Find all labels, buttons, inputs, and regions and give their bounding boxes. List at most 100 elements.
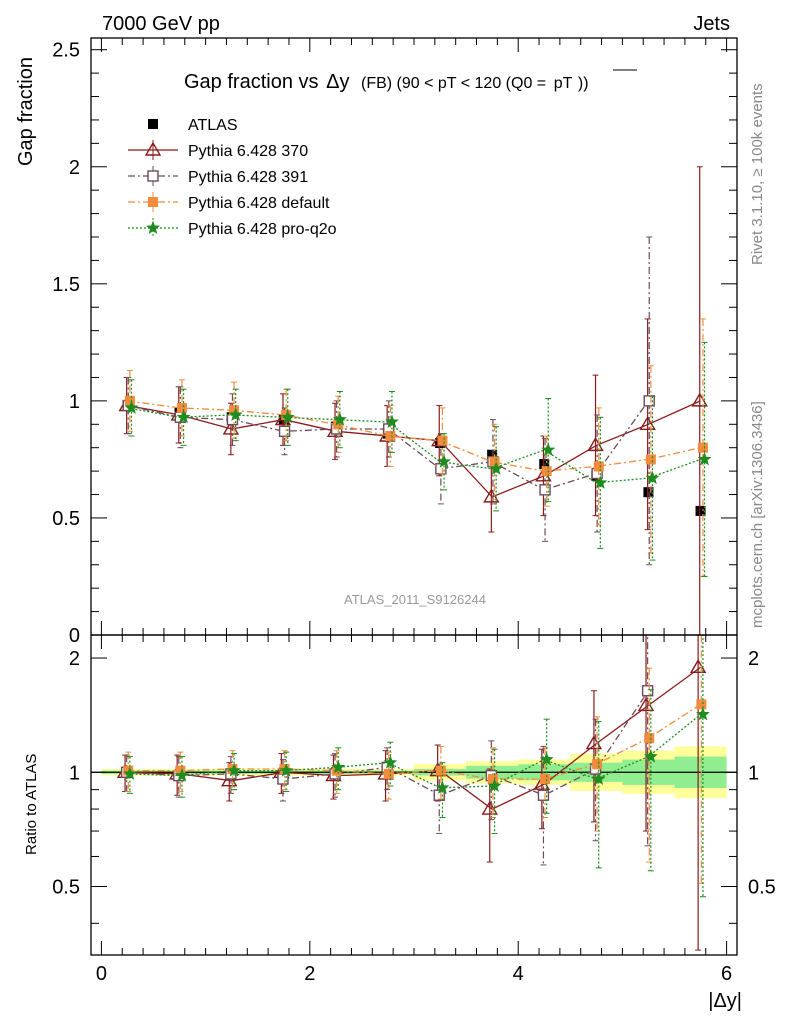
ratio-y-tick-label-left: 2 [69, 648, 80, 670]
title-rest: (FB) (90 < pT < 120 (Q0 = [361, 75, 546, 92]
ratio-point-shape [175, 765, 186, 776]
legend-marker-shape [148, 197, 158, 207]
main-y-tick-label: 1.5 [52, 274, 80, 296]
ratio-point [537, 789, 550, 801]
main-point [643, 395, 655, 407]
main-point-shape [487, 449, 498, 460]
ratio-point [592, 759, 603, 770]
main-ylabel: Gap fraction [15, 57, 37, 166]
ratio-point-shape [227, 763, 241, 777]
ratio-y-tick-label-right: 2 [748, 648, 759, 670]
main-point [645, 470, 660, 485]
x-tick-label: 2 [304, 963, 315, 985]
main-series-line [127, 400, 701, 472]
main-point [643, 487, 654, 498]
ratio-point-shape [221, 772, 238, 787]
ratio-point-shape [383, 768, 394, 779]
ratio-point [435, 780, 450, 794]
ratio-point-shape [123, 765, 134, 776]
main-point-shape [539, 484, 551, 496]
main-point [489, 456, 500, 467]
title-delta: Δy [326, 71, 349, 93]
ratio-point [540, 774, 551, 785]
main-point [697, 452, 712, 466]
main-point-shape [385, 431, 396, 441]
main-point-shape [229, 405, 240, 416]
main-point-shape [124, 400, 139, 414]
main-y-tick-label: 2 [69, 157, 80, 179]
ratio-point [641, 685, 654, 697]
main-point [385, 431, 396, 441]
ratio-point [539, 752, 554, 766]
main-point-shape [176, 409, 191, 424]
ratio-point [221, 772, 238, 787]
main-point [489, 461, 504, 475]
ratio-point-shape [435, 765, 446, 776]
header-right: Jets [693, 13, 730, 35]
main-point-shape [124, 395, 135, 406]
legend-marker [148, 197, 158, 207]
ratio-point-shape [537, 789, 550, 801]
chart-title: Gap fraction vs Δy (FB) (90 < pT < 120 (… [184, 71, 589, 93]
legend-marker [148, 119, 158, 129]
main-point-shape [280, 409, 295, 424]
main-point [124, 395, 135, 406]
ratio-point [175, 765, 186, 776]
main-point [124, 400, 139, 414]
main-series-line [127, 400, 649, 491]
ratio-point [175, 768, 189, 782]
ratio-point-shape [641, 685, 654, 697]
main-point [645, 454, 656, 465]
legend-marker-shape [148, 119, 158, 129]
ratio-point-shape [539, 752, 554, 766]
main-point [541, 442, 556, 456]
ratio-series-line [127, 703, 701, 780]
main-point [541, 466, 552, 477]
main-point [593, 461, 604, 472]
main-point [176, 402, 187, 413]
ratio-y-tick-label-left: 1 [69, 762, 80, 784]
legend-label: ATLAS [188, 117, 238, 134]
title-end: )) [578, 75, 589, 92]
main-point-shape [541, 442, 556, 456]
ratio-point [487, 778, 502, 792]
main-point-shape [639, 415, 656, 430]
main-point-shape [437, 454, 451, 468]
main-point-shape [697, 452, 712, 466]
main-point [229, 405, 240, 416]
main-point [333, 419, 344, 430]
side-label-mcplots: mcplots.cern.ch [arXiv:1306.3436] [749, 401, 766, 628]
ratio-y-tick-label-right: 1 [748, 762, 759, 784]
ratio-point [643, 749, 658, 763]
main-point [539, 459, 550, 470]
ratio-point [435, 765, 446, 776]
ratio-point-shape [696, 707, 710, 721]
main-point [437, 454, 451, 468]
ratio-point-shape [435, 780, 450, 794]
header-left: 7000 GeV pp [102, 13, 220, 35]
ratio-point [331, 760, 346, 774]
ratio-series-line [127, 713, 701, 789]
title-main: Gap fraction vs [184, 71, 319, 93]
ratio-y-tick-label-right: 0.5 [748, 877, 776, 899]
main-point [228, 407, 243, 421]
ratio-point-shape [383, 755, 398, 769]
main-point [695, 505, 706, 516]
legend-marker [146, 220, 160, 234]
main-point-shape [489, 456, 500, 467]
main-point-shape [593, 475, 608, 489]
main-point-shape [437, 435, 448, 446]
ratio-point-shape [643, 749, 658, 763]
main-point [280, 409, 295, 424]
legend-label: Pythia 6.428 370 [188, 143, 308, 160]
x-tick-label: 6 [721, 963, 732, 985]
main-y-tick-label: 2.5 [52, 40, 80, 62]
main-point-shape [332, 412, 347, 426]
main-point-shape [643, 395, 655, 407]
ratio-point-shape [279, 763, 294, 777]
ratio-point [227, 763, 241, 777]
legend-label: Pythia 6.428 pro-q2o [188, 221, 337, 238]
ratio-ylabel: Ratio to ATLAS [23, 754, 40, 855]
ratio-point-shape [540, 774, 551, 785]
